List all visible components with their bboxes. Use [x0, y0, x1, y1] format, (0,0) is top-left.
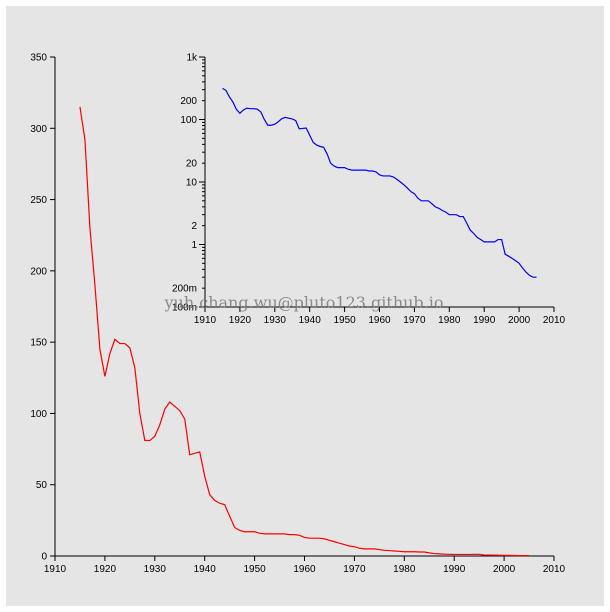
x-tick-label: 1980	[438, 315, 461, 326]
y-tick-label: 1	[191, 240, 197, 251]
x-tick-label: 2010	[543, 315, 566, 326]
x-tick-label: 1910	[194, 315, 217, 326]
y-tick-label: 1k	[186, 53, 198, 64]
y-tick-label: 2	[191, 221, 197, 232]
y-tick-label: 50	[36, 480, 48, 491]
x-tick-label: 1920	[229, 315, 252, 326]
y-tick-label: 200	[180, 96, 197, 107]
y-tick-label: 150	[30, 338, 47, 349]
inset-chart: 1910 1920 1930 1940 1950 1960 1970 1980 1990 2000…	[172, 53, 566, 327]
series-line	[222, 87, 537, 278]
x-tick-label: 1960	[293, 564, 316, 575]
x-tick-label: 1930	[144, 564, 167, 575]
y-tick-label: 300	[30, 124, 47, 135]
x-tick-label: 1940	[299, 315, 322, 326]
chart-background	[6, 6, 604, 606]
y-tick-label: 10	[186, 178, 198, 189]
x-tick-label: 1950	[333, 315, 356, 326]
y-tick-label: 200m	[172, 284, 197, 295]
x-tick-label: 1950	[243, 564, 266, 575]
x-tick-label: 1910	[44, 564, 67, 575]
x-tick-label: 1990	[443, 564, 466, 575]
y-tick-label: 100	[180, 115, 197, 126]
x-tick-label: 1990	[473, 315, 496, 326]
x-tick-label: 1960	[368, 315, 391, 326]
y-tick-label: 100	[30, 409, 47, 420]
x-tick-label: 2000	[493, 564, 516, 575]
x-tick-label: 1920	[94, 564, 117, 575]
x-tick-label: 2010	[543, 564, 566, 575]
y-tick-label: 0	[41, 552, 47, 563]
x-tick-label: 1980	[393, 564, 416, 575]
x-tick-label: 2000	[508, 315, 531, 326]
x-tick-label: 1970	[343, 564, 366, 575]
series-line	[79, 106, 530, 557]
y-tick-label: 20	[186, 159, 198, 170]
y-tick-label: 250	[30, 195, 47, 206]
main-chart: 1910 1920 1930 1940 1950 1960 1970 1980 1990 2000…	[30, 53, 565, 576]
x-tick-label: 1970	[403, 315, 426, 326]
y-tick-label: 350	[30, 53, 47, 64]
x-tick-label: 1930	[264, 315, 287, 326]
y-tick-label: 100m	[172, 303, 197, 314]
watermark: yuh.chang.wu@pluto123.github.io	[164, 293, 444, 312]
x-tick-label: 1940	[194, 564, 217, 575]
y-tick-label: 200	[30, 266, 47, 277]
